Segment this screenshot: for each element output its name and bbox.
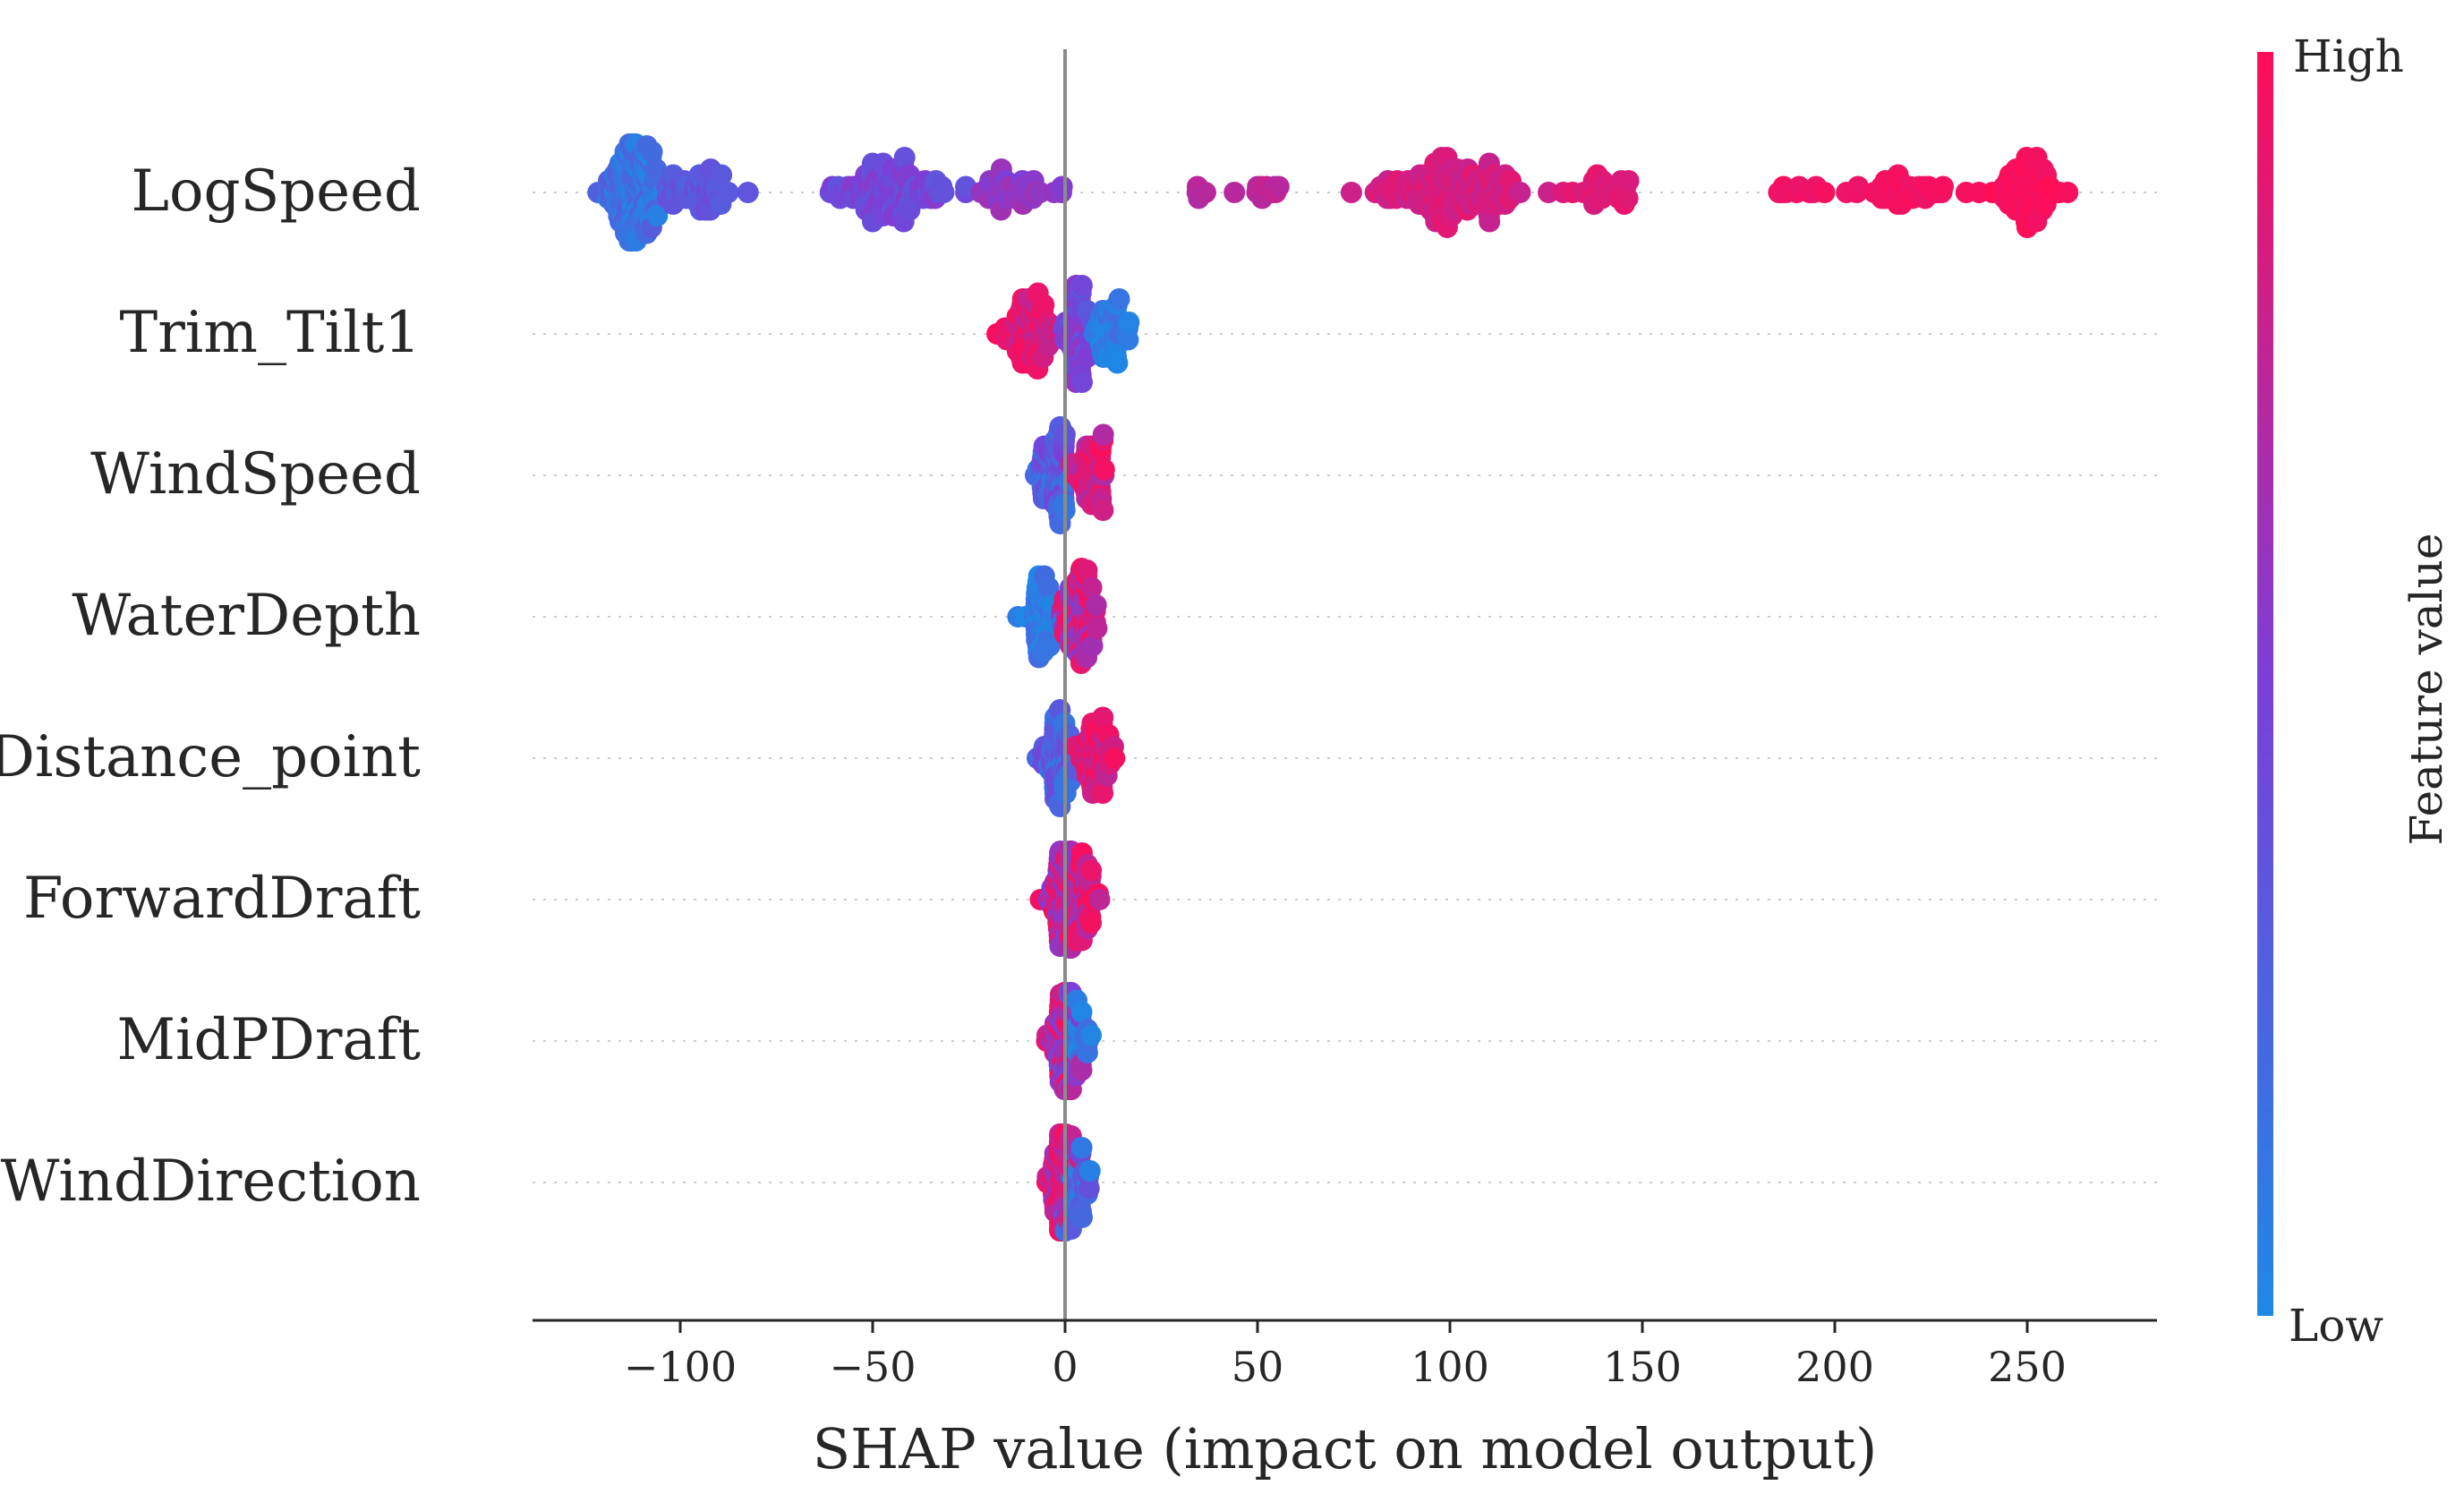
shap-point-logspeed: [1267, 175, 1290, 198]
shap-point-waterdepth: [1038, 635, 1061, 657]
shap-point-logspeed: [1340, 182, 1362, 203]
shap-point-logspeed: [1847, 175, 1869, 198]
feature-label-trim_tilt1: Trim_Tilt1: [120, 300, 422, 366]
x-tick-label: −50: [829, 1343, 916, 1391]
shap-point-distance_point: [1092, 706, 1114, 729]
shap-point-logspeed: [1051, 175, 1073, 198]
x-tick-label: −100: [624, 1343, 737, 1391]
feature-row-guides: [533, 192, 2157, 1183]
shap-point-forwarddraft: [1080, 859, 1103, 882]
shap-point-logspeed: [641, 141, 663, 163]
x-tick-label: 150: [1603, 1343, 1682, 1391]
shap-point-logspeed: [717, 182, 739, 203]
shap-point-winddirection: [1070, 1137, 1093, 1158]
x-tick-label: 100: [1411, 1343, 1489, 1391]
feature-label-midpdraft: MidPDraft: [117, 1007, 422, 1073]
shap-point-trim_tilt1: [1033, 294, 1055, 316]
shap-point-logspeed: [893, 147, 916, 168]
x-tick-label: 50: [1232, 1343, 1284, 1391]
x-axis-title: SHAP value (impact on model output): [813, 1416, 1878, 1481]
shap-point-logspeed: [646, 205, 669, 226]
shap-point-logspeed: [1538, 182, 1560, 203]
shap-point-midpdraft: [1070, 1001, 1093, 1023]
feature-label-logspeed: LogSpeed: [131, 158, 421, 225]
shap-point-forwarddraft: [1088, 889, 1111, 910]
shap-point-logspeed: [1932, 175, 1954, 198]
colorbar: [2257, 52, 2273, 1316]
shap-point-distance_point: [1092, 782, 1114, 804]
shap-point-logspeed: [1509, 182, 1531, 203]
shap-point-winddirection: [1079, 1160, 1101, 1182]
shap-point-midpdraft: [1080, 1024, 1102, 1046]
shap-point-trim_tilt1: [1070, 275, 1093, 296]
shap-point-trim_tilt1: [1106, 352, 1129, 374]
shap-point-midpdraft: [1070, 1059, 1093, 1081]
shap-point-logspeed: [737, 182, 759, 203]
x-axis-ticks: −100 −50 0 50 100 150 200 250: [624, 1320, 2067, 1391]
shap-point-waterdepth: [1080, 576, 1103, 599]
shap-point-trim_tilt1: [1118, 312, 1140, 333]
shap-point-winddirection: [1071, 1207, 1093, 1228]
shap-point-trim_tilt1: [1108, 288, 1130, 310]
shap-point-waterdepth: [1085, 594, 1107, 616]
shap-point-trim_tilt1: [1117, 329, 1139, 351]
shap-point-logspeed: [2057, 182, 2079, 203]
shap-point-logspeed: [1223, 182, 1246, 203]
shap-point-windspeed: [1092, 423, 1114, 446]
shap-point-distance_point: [1104, 747, 1126, 769]
shap-point-logspeed: [1194, 182, 1216, 203]
shap-point-waterdepth: [1081, 635, 1104, 657]
shap-point-logspeed: [933, 182, 955, 203]
shap-point-logspeed: [711, 164, 733, 186]
shap-point-winddirection: [1078, 1177, 1100, 1199]
shap-point-logspeed: [1616, 187, 1639, 209]
x-tick-label: 200: [1795, 1343, 1874, 1391]
feature-label-forwarddraft: ForwardDraft: [23, 866, 421, 932]
shap-point-logspeed: [1479, 210, 1501, 233]
shap-point-windspeed: [1092, 499, 1114, 521]
feature-label-winddirection: WindDirection: [1, 1148, 421, 1215]
shap-point-logspeed: [645, 158, 668, 180]
shap-point-waterdepth: [1037, 576, 1060, 599]
colorbar-title: Feature value: [2400, 534, 2452, 846]
shap-point-forwarddraft: [1080, 912, 1102, 934]
shap-dots: [587, 133, 2079, 1242]
x-tick-label: 250: [1988, 1343, 2067, 1391]
colorbar-low-label: Low: [2289, 1300, 2383, 1352]
feature-label-windspeed: WindSpeed: [90, 441, 421, 508]
feature-label-waterdepth: WaterDepth: [72, 583, 421, 649]
colorbar-high-label: High: [2293, 30, 2404, 82]
feature-label-distance_point: Distance_point: [0, 724, 421, 790]
shap-point-logspeed: [1813, 182, 1836, 203]
feature-labels: LogSpeed Trim_Tilt1 WindSpeed WaterDepth Dis…: [0, 158, 421, 1215]
shap-point-waterdepth: [1076, 559, 1098, 581]
shap-point-waterdepth: [1086, 618, 1108, 639]
shap-point-logspeed: [1617, 170, 1640, 192]
x-tick-label: 0: [1052, 1343, 1078, 1391]
shap-point-trim_tilt1: [1071, 371, 1093, 393]
shap-point-windspeed: [1093, 458, 1115, 481]
